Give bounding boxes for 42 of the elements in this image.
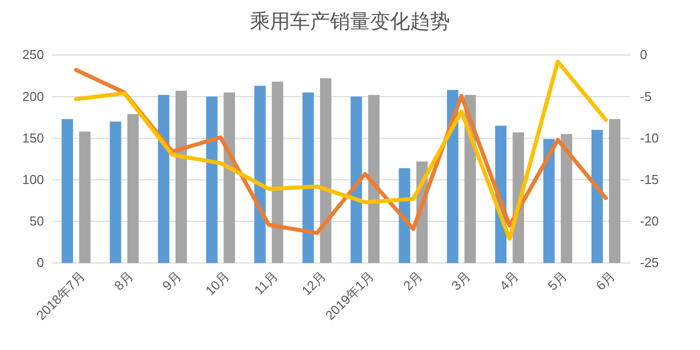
bar xyxy=(110,122,122,263)
x-tick-label: 10月 xyxy=(202,268,232,298)
y-tick-label: 50 xyxy=(30,214,44,229)
y2-tick-label: -10 xyxy=(640,130,659,146)
x-tick-label: 2月 xyxy=(400,268,426,294)
y-tick-label: 250 xyxy=(22,47,44,62)
bar xyxy=(591,130,603,263)
y2-tick-label: -25 xyxy=(640,255,659,270)
bar xyxy=(302,92,314,263)
x-tick-label: 8月 xyxy=(111,268,136,294)
y2-tick-label: -5 xyxy=(640,88,652,104)
bar xyxy=(254,86,266,263)
bar xyxy=(560,134,572,263)
bar xyxy=(446,90,458,263)
bar xyxy=(206,96,218,263)
bar xyxy=(608,119,620,263)
bar xyxy=(272,82,284,263)
bar xyxy=(368,94,380,263)
bar xyxy=(224,92,236,263)
bar xyxy=(79,132,91,263)
y-tick-label: 200 xyxy=(22,88,44,104)
x-tick-label: 11月 xyxy=(251,268,281,298)
bar xyxy=(158,94,170,263)
y2-tick-label: -20 xyxy=(640,214,659,229)
bar xyxy=(175,90,187,263)
bar xyxy=(350,96,362,263)
bar xyxy=(543,139,555,263)
y2-tick-label: -15 xyxy=(640,172,659,187)
bar xyxy=(320,78,332,263)
chart-title: 乘用车产销量变化趋势 xyxy=(250,9,450,33)
x-tick-label: 5月 xyxy=(544,268,570,294)
x-tick-label: 12月 xyxy=(298,268,329,298)
x-tick-label: 6月 xyxy=(592,268,618,294)
y-tick-label: 0 xyxy=(36,255,44,270)
x-tick-label: 3月 xyxy=(448,268,474,294)
bar xyxy=(127,114,139,263)
bar xyxy=(62,119,74,263)
x-tick-label: 4月 xyxy=(496,268,522,294)
y-tick-label: 150 xyxy=(22,130,44,146)
y-tick-label: 100 xyxy=(22,172,44,187)
y2-tick-label: 0 xyxy=(640,47,648,62)
x-tick-label: 9月 xyxy=(159,268,184,294)
